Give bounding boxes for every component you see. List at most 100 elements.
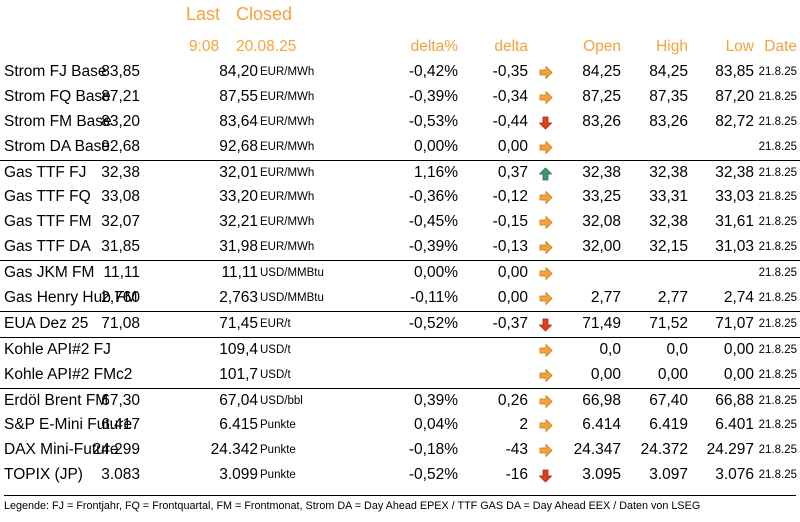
unit-label: EUR/MWh (260, 241, 315, 254)
unit-label: USD/t (260, 368, 291, 381)
open-value: 32,08 (582, 213, 621, 231)
table-row: S&P E-Mini Future 6.417 6.415 Punkte 0,04% 2 6… (0, 413, 800, 438)
instrument-name: DAX Mini-Future (4, 441, 119, 459)
unit-label: USD/t (260, 343, 291, 356)
last-value: 83,20 (101, 112, 140, 130)
delta-value: -0,13 (492, 238, 528, 256)
table-row: Strom FQ Base 87,21 87,55 EUR/MWh -0,39% -0,3… (0, 85, 800, 110)
date-value: 21.8.25 (758, 368, 797, 381)
date-value: 21.8.25 (758, 216, 797, 229)
last-value: 31,85 (101, 238, 140, 256)
quotes-table: Strom FJ Base 83,85 84,20 EUR/MWh -0,42% -0,3… (0, 60, 800, 488)
open-value: 84,25 (582, 63, 621, 80)
table-row: Gas Henry Hub FM 2,760 2,763 USD/MMBtu -0,11… (0, 286, 800, 311)
delta-value: -0,44 (492, 112, 528, 130)
open-value: 83,26 (582, 112, 621, 130)
instrument-name: S&P E-Mini Future (4, 416, 133, 434)
last-value: 32,38 (101, 163, 140, 181)
table-row: DAX Mini-Future 24.299 24.342 Punkte -0,18% -… (0, 438, 800, 463)
date-value: 21.8.25 (758, 444, 797, 457)
unit-label: EUR/MWh (260, 90, 315, 103)
closed-value: 71,45 (219, 314, 258, 332)
closed-value: 11,11 (221, 264, 259, 282)
arrow-right-icon (537, 413, 555, 438)
unit-label: EUR/MWh (260, 166, 315, 179)
instrument-name: Strom FJ Base (4, 63, 107, 80)
low-value: 24.297 (706, 441, 754, 459)
last-value: 87,21 (101, 87, 140, 105)
instrument-name: Gas TTF FQ (4, 188, 91, 206)
high-value: 71,52 (649, 314, 688, 332)
legend-footnote: Legende: FJ = Frontjahr, FQ = Frontquart… (4, 495, 796, 512)
table-row: Kohle API#2 FJ 109,4 USD/t 0,0 0,0 0,00 21.8.2… (0, 336, 800, 363)
unit-label: EUR/MWh (260, 115, 315, 128)
delta-pct-value: 0,00% (414, 137, 458, 155)
closed-value: 33,20 (219, 188, 258, 206)
unit-label: EUR/MWh (260, 66, 315, 78)
open-value: 24.347 (573, 441, 621, 459)
delta-value: -0,34 (492, 87, 528, 105)
closed-value: 24.342 (210, 441, 258, 459)
delta-pct-value: -0,42% (408, 63, 458, 80)
low-value: 87,20 (715, 87, 754, 105)
high-value: 33,31 (649, 188, 688, 206)
last-value: 92,68 (101, 137, 140, 155)
unit-label: USD/MMBtu (260, 267, 324, 280)
open-value: 33,25 (582, 188, 621, 206)
table-row: Erdöl Brent FM 67,30 67,04 USD/bbl 0,39% 0,26… (0, 387, 800, 414)
unit-label: EUR/MWh (260, 191, 315, 204)
delta-pct-value: -0,39% (408, 238, 458, 256)
open-value: 2,77 (590, 289, 621, 307)
closed-value: 31,98 (219, 238, 258, 256)
open-value: 3.095 (582, 466, 621, 484)
delta-pct-value: -0,39% (408, 87, 458, 105)
arrow-down-icon (537, 312, 555, 337)
table-row: Gas JKM FM 11,11 11,11 USD/MMBtu 0,00% 0,00 21… (0, 260, 800, 286)
unit-label: Punkte (260, 419, 296, 432)
instrument-name: Gas TTF FM (4, 213, 92, 231)
delta-value: 2 (519, 416, 528, 434)
high-value: 24.372 (640, 441, 688, 459)
date-value: 21.8.25 (758, 317, 797, 330)
closed-value: 87,55 (219, 87, 258, 105)
low-value: 3.076 (715, 466, 754, 484)
open-value: 71,49 (582, 314, 621, 332)
closed-value: 67,04 (219, 391, 258, 409)
low-value: 31,03 (715, 238, 754, 256)
delta-pct-value: -0,52% (408, 314, 458, 332)
unit-label: EUR/MWh (260, 140, 315, 153)
arrow-right-icon (537, 185, 555, 210)
last-value: 33,08 (101, 188, 140, 206)
table-row: Strom DA Base 92,68 92,68 EUR/MWh 0,00% 0,00 2… (0, 135, 800, 160)
last-value: 32,07 (101, 213, 140, 231)
instrument-name: Strom FM Base (4, 112, 112, 130)
high-value: 87,35 (649, 87, 688, 105)
instrument-name: Kohle API#2 FMc2 (4, 365, 133, 383)
high-value: 32,38 (649, 213, 688, 231)
delta-pct-value: -0,36% (408, 188, 458, 206)
high-value: 67,40 (649, 391, 688, 409)
open-value: 66,98 (582, 391, 621, 409)
arrow-right-icon (537, 389, 555, 414)
low-value: 82,72 (715, 112, 754, 130)
delta-pct-value: 0,04% (414, 416, 458, 434)
arrow-right-icon (537, 338, 555, 363)
open-value: 87,25 (582, 87, 621, 105)
open-value: 32,00 (582, 238, 621, 256)
unit-label: EUR/MWh (260, 216, 315, 229)
last-value: 3.083 (101, 466, 140, 484)
open-value: 0,0 (599, 340, 621, 358)
arrow-right-icon (537, 438, 555, 463)
last-value: 71,08 (101, 314, 140, 332)
date-value: 21.8.25 (758, 191, 797, 204)
delta-pct-value: -0,45% (408, 213, 458, 231)
low-value: 32,38 (715, 163, 754, 181)
header-closed-date: 20.08.25 (236, 38, 297, 55)
delta-pct-value: -0,52% (408, 466, 458, 484)
delta-pct-value: 0,00% (414, 264, 458, 282)
table-row: Gas TTF FJ 32,38 32,01 EUR/MWh 1,16% 0,37 32,3… (0, 159, 800, 186)
header-high: High (656, 38, 688, 55)
instrument-name: Gas Henry Hub FM (4, 289, 138, 307)
last-value: 11,11 (103, 264, 141, 282)
delta-pct-value: 1,16% (414, 163, 458, 181)
